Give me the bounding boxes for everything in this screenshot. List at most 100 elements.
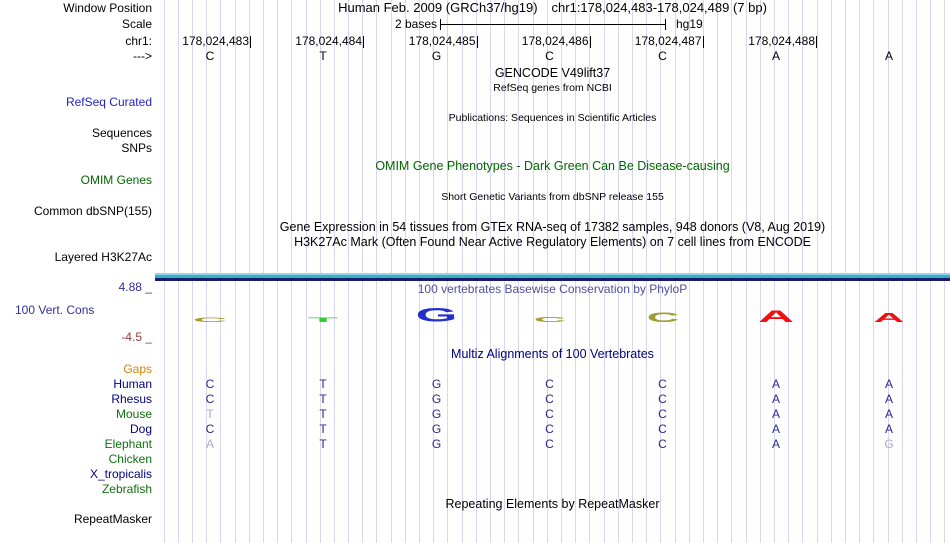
alignment-base: C bbox=[205, 377, 215, 391]
alignment-base: T bbox=[319, 422, 327, 436]
grid-guideline bbox=[830, 0, 832, 543]
conservation-logo-letter: C bbox=[533, 315, 565, 324]
track-label-omim-genes[interactable]: OMIM Genes bbox=[80, 173, 152, 187]
track-title-refseq-sub[interactable]: RefSeq genes from NCBI bbox=[493, 82, 612, 94]
svg-text:G: G bbox=[416, 304, 458, 326]
track-title-dbsnp-sub[interactable]: Short Genetic Variants from dbSNP releas… bbox=[441, 191, 664, 203]
grid-guideline bbox=[348, 0, 349, 543]
alignment-base: C bbox=[205, 422, 215, 436]
grid-guideline bbox=[561, 0, 562, 543]
species-label-human[interactable]: Human bbox=[113, 377, 152, 391]
grid-guideline bbox=[163, 0, 165, 543]
grid-guideline bbox=[646, 0, 648, 543]
track-title-multiz[interactable]: Multiz Alignments of 100 Vertebrates bbox=[451, 347, 654, 361]
track-title-phylop[interactable]: 100 vertebrates Basewise Conservation by… bbox=[417, 282, 688, 296]
strand-direction-label: ---> bbox=[133, 49, 152, 63]
track-label-common-dbsnp[interactable]: Common dbSNP(155) bbox=[33, 204, 152, 218]
alignment-base: T bbox=[319, 407, 327, 421]
grid-guideline bbox=[844, 0, 846, 543]
track-label-sequences[interactable]: Sequences bbox=[91, 126, 152, 140]
grid-guideline bbox=[191, 0, 193, 543]
alignment-base: C bbox=[658, 422, 667, 436]
alignment-base: A bbox=[771, 422, 780, 436]
grid-guideline bbox=[802, 0, 804, 543]
conservation-logo-letter: A bbox=[874, 310, 905, 324]
ruler-position-label: 178,024,483 bbox=[182, 34, 249, 48]
conservation-logo-letter: A bbox=[758, 306, 794, 325]
grid-guideline bbox=[788, 0, 790, 543]
species-label-elephant[interactable]: Elephant bbox=[104, 437, 152, 451]
alignment-base: A bbox=[771, 377, 780, 391]
grid-guideline bbox=[688, 0, 690, 543]
species-label-dog[interactable]: Dog bbox=[129, 422, 152, 436]
track-label-repeatmasker[interactable]: RepeatMasker bbox=[73, 512, 152, 526]
alignment-base: T bbox=[206, 407, 214, 421]
alignment-base: C bbox=[205, 392, 215, 406]
ruler-position-label: 178,024,486 bbox=[521, 34, 589, 48]
window-position-title: Human Feb. 2009 (GRCh37/hg19) chr1:178,0… bbox=[155, 1, 950, 15]
grid-guideline bbox=[674, 0, 676, 543]
species-label-chicken[interactable]: Chicken bbox=[108, 452, 152, 466]
species-label-rhesus[interactable]: Rhesus bbox=[111, 392, 152, 406]
grid-guideline bbox=[248, 0, 250, 543]
species-label-mouse[interactable]: Mouse bbox=[115, 407, 152, 421]
grid-guideline bbox=[617, 0, 619, 543]
grid-guideline bbox=[546, 0, 548, 543]
track-label-100-vert-cons[interactable]: 100 Vert. Cons bbox=[15, 303, 95, 317]
svg-text:C: C bbox=[533, 315, 565, 324]
ruler-tick bbox=[589, 36, 591, 48]
track-label-layered-h3k27ac[interactable]: Layered H3K27Ac bbox=[54, 250, 152, 264]
grid-guideline bbox=[447, 0, 449, 543]
track-title-repeatmasker[interactable]: Repeating Elements by RepeatMasker bbox=[445, 497, 660, 511]
alignment-base: C bbox=[545, 437, 554, 451]
track-title-gencode[interactable]: GENCODE V49lift37 bbox=[494, 66, 611, 80]
ruler-position-label: 178,024,484 bbox=[295, 34, 362, 48]
alignment-base: A bbox=[771, 407, 780, 421]
grid-guideline bbox=[745, 0, 747, 543]
reference-base: C bbox=[545, 49, 554, 63]
grid-guideline bbox=[475, 0, 477, 543]
alignment-base: C bbox=[658, 407, 667, 421]
ruler-tick bbox=[476, 36, 478, 48]
grid-guideline bbox=[915, 0, 917, 543]
grid-guideline bbox=[319, 0, 321, 543]
species-label-zebrafish[interactable]: Zebrafish bbox=[101, 482, 152, 496]
grid-guideline bbox=[930, 0, 932, 543]
ruler-tick bbox=[250, 36, 251, 48]
svg-text:A: A bbox=[874, 310, 905, 324]
alignment-base: C bbox=[658, 392, 667, 406]
track-label-refseq-curated[interactable]: RefSeq Curated bbox=[65, 95, 152, 109]
phylop-axis-min: -4.5 _ bbox=[121, 330, 152, 344]
scale-row-label: Scale bbox=[121, 17, 152, 31]
species-label-gaps[interactable]: Gaps bbox=[123, 362, 152, 376]
alignment-base: C bbox=[545, 407, 554, 421]
alignment-base: G bbox=[431, 407, 442, 421]
grid-guideline bbox=[873, 0, 875, 543]
grid-guideline bbox=[589, 0, 591, 543]
alignment-base: A bbox=[884, 422, 893, 436]
track-title-gtex[interactable]: Gene Expression in 54 tissues from GTEx … bbox=[279, 220, 826, 234]
alignment-base: G bbox=[884, 437, 894, 451]
track-label-snps[interactable]: SNPs bbox=[121, 141, 152, 155]
alignment-base: A bbox=[884, 377, 893, 391]
alignment-base: T bbox=[319, 437, 327, 451]
alignment-base: A bbox=[884, 392, 893, 406]
grid-guideline bbox=[731, 0, 733, 543]
track-title-publications[interactable]: Publications: Sequences in Scientific Ar… bbox=[448, 112, 657, 124]
grid-guideline bbox=[291, 0, 293, 543]
alignment-base: T bbox=[319, 392, 327, 406]
grid-guideline bbox=[575, 0, 577, 543]
track-title-omim[interactable]: OMIM Gene Phenotypes - Dark Green Can Be… bbox=[375, 159, 730, 173]
reference-base: A bbox=[771, 49, 780, 63]
track-title-h3k27ac[interactable]: H3K27Ac Mark (Often Found Near Active Re… bbox=[294, 235, 811, 249]
grid-guideline bbox=[177, 0, 179, 543]
species-label-x_tropicalis[interactable]: X_tropicalis bbox=[89, 467, 152, 481]
grid-guideline bbox=[206, 0, 208, 543]
alignment-base: A bbox=[771, 437, 780, 451]
grid-guideline bbox=[262, 0, 264, 543]
scale-value: 2 bases bbox=[394, 17, 437, 31]
alignment-base: A bbox=[205, 437, 214, 451]
grid-guideline bbox=[333, 0, 335, 543]
alignment-base: A bbox=[771, 392, 780, 406]
